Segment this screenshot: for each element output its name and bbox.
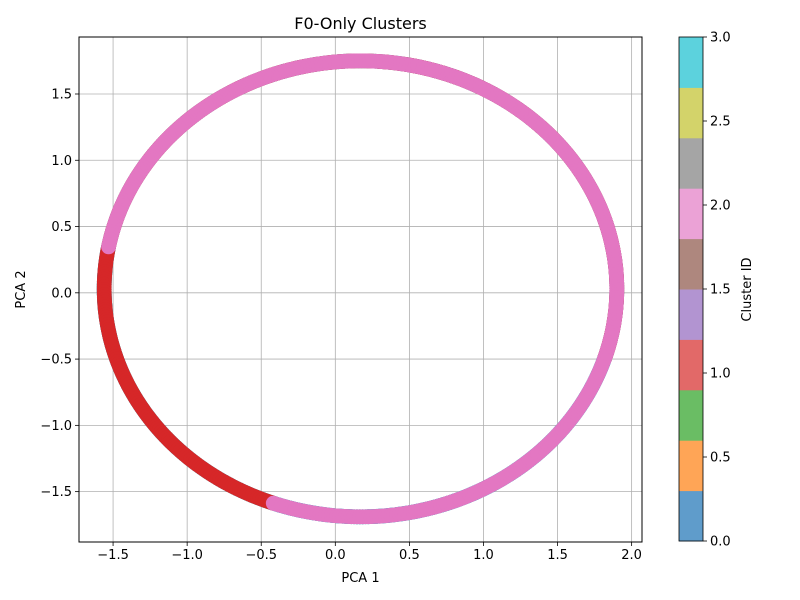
colorbar-tick-label: 1.5 (710, 283, 731, 298)
colorbar-segment (679, 490, 703, 542)
x-tick-label: 1.5 (547, 548, 568, 563)
x-tick-label: 1.0 (473, 548, 494, 563)
colorbar-segment (679, 188, 703, 240)
colorbar-segment (679, 440, 703, 492)
colorbar-segment (679, 87, 703, 139)
cluster-2-points (101, 53, 625, 525)
colorbar-segment (679, 37, 703, 88)
chart-title: F0-Only Clusters (294, 14, 426, 33)
plot-frame (78, 36, 643, 543)
x-tick-label: −1.0 (171, 548, 203, 563)
colorbar-tick-label: 2.5 (710, 115, 731, 130)
cluster-scatter (96, 53, 625, 525)
x-tick-label: 0.5 (399, 548, 420, 563)
colorbar-segment (679, 137, 703, 189)
x-axis-label: PCA 1 (341, 571, 379, 586)
y-tick-label: 0.5 (51, 220, 72, 235)
colorbar-tick-label: 0.0 (710, 535, 731, 550)
cluster-point (101, 239, 116, 255)
colorbar-segment (679, 339, 703, 391)
colorbar-segment (679, 389, 703, 441)
x-tick-label: 0.0 (325, 548, 346, 563)
y-tick-label: 1.0 (51, 154, 72, 169)
y-axis-ticks: −1.5 −1.0 −0.5 0.0 0.5 1.0 1.5 (40, 87, 79, 500)
y-tick-label: −1.5 (40, 485, 72, 500)
x-tick-label: −0.5 (245, 548, 277, 563)
colorbar-label: Cluster ID (740, 257, 755, 321)
x-tick-label: 2.0 (621, 548, 642, 563)
colorbar-segment (679, 238, 703, 290)
y-tick-label: 0.0 (51, 286, 72, 301)
x-axis-ticks: −1.5 −1.0 −0.5 0.0 0.5 1.0 1.5 2.0 (97, 542, 642, 563)
y-tick-label: −0.5 (40, 353, 72, 368)
y-axis-label: PCA 2 (14, 270, 29, 308)
colorbar: 0.0 0.5 1.0 1.5 2.0 2.5 3.0 (678, 31, 731, 550)
colorbar-tick-label: 3.0 (710, 31, 731, 46)
colorbar-tick-label: 0.5 (710, 451, 731, 466)
y-tick-label: −1.0 (40, 419, 72, 434)
colorbar-tick-label: 1.0 (710, 367, 731, 382)
colorbar-segment (679, 289, 703, 340)
grid-lines (79, 37, 642, 542)
colorbar-tick-label: 2.0 (710, 199, 731, 214)
y-tick-label: 1.5 (51, 87, 72, 102)
x-tick-label: −1.5 (97, 548, 129, 563)
